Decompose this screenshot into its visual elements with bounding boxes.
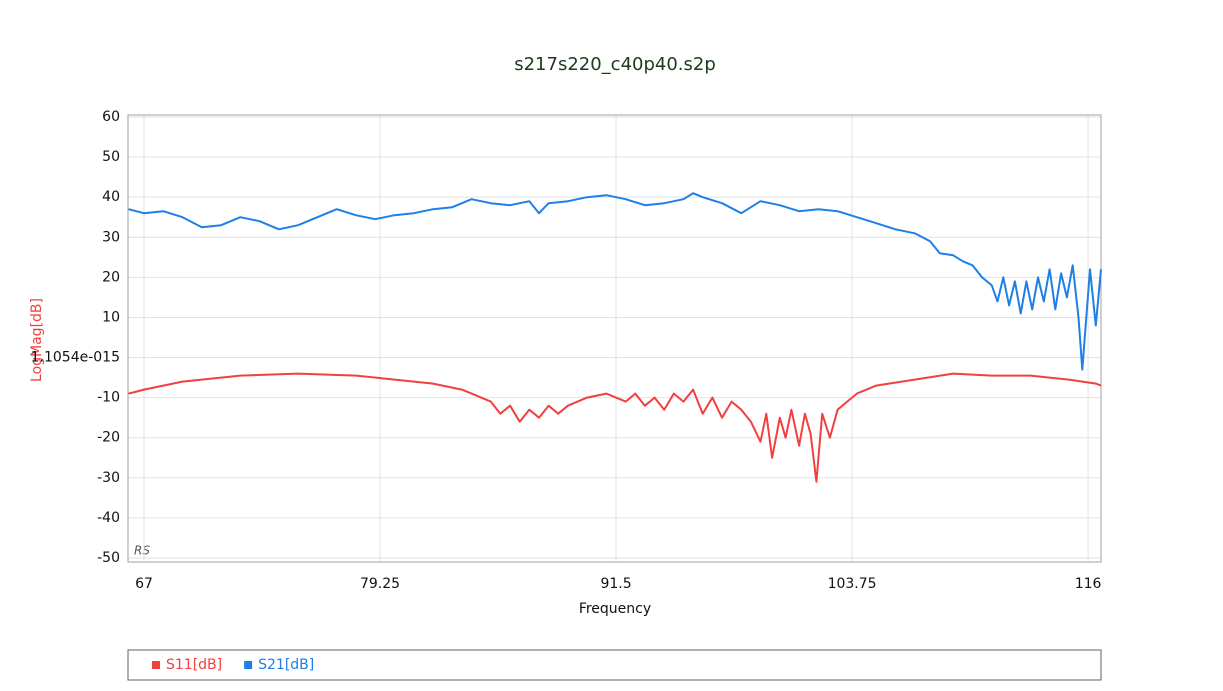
x-tick-label: 67 — [135, 576, 153, 592]
legend — [127, 649, 1102, 681]
legend-label: S11[dB] — [166, 657, 222, 673]
watermark: RS — [134, 544, 150, 558]
series-line — [128, 192, 1102, 371]
x-tick-label: 103.75 — [828, 576, 877, 592]
plot-area — [127, 114, 1102, 563]
y-tick-label: 30 — [102, 229, 120, 245]
x-tick-label: 79.25 — [360, 576, 400, 592]
y-tick-label: -50 — [97, 550, 120, 566]
y-tick-label: 50 — [102, 149, 120, 165]
plot-frame — [127, 114, 1102, 563]
y-tick-label: 10 — [102, 309, 120, 325]
y-tick-label: 1.1054e-015 — [31, 350, 120, 366]
chart-title: s217s220_c40p40.s2p — [514, 54, 716, 75]
x-tick-label: 116 — [1075, 576, 1102, 592]
y-tick-label: -30 — [97, 470, 120, 486]
x-tick-label: 91.5 — [600, 576, 631, 592]
x-axis-label: Frequency — [579, 601, 651, 617]
legend-swatch — [244, 661, 253, 669]
y-tick-label: 60 — [102, 109, 120, 125]
y-tick-label: -40 — [97, 510, 120, 526]
y-tick-label: -20 — [97, 430, 120, 446]
legend-label: S21[dB] — [258, 657, 314, 673]
legend-swatch — [152, 661, 160, 669]
y-axis-label: LogMag[dB] — [29, 298, 45, 382]
y-tick-label: -10 — [97, 390, 120, 406]
y-tick-label: 20 — [102, 269, 120, 285]
series-line — [128, 372, 1102, 483]
y-tick-label: 40 — [102, 189, 120, 205]
